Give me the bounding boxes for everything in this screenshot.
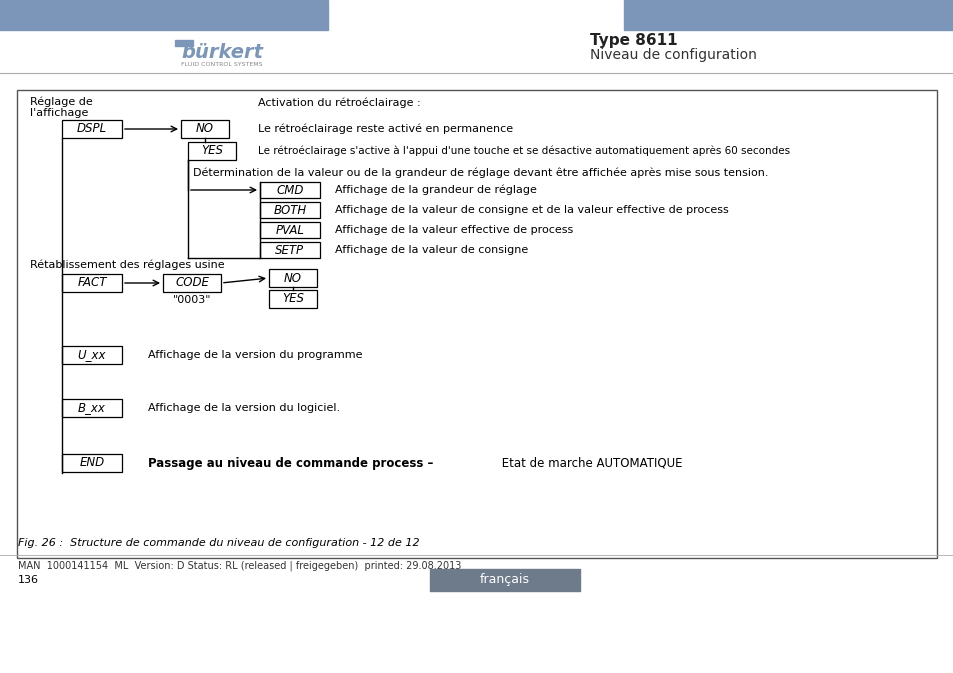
Text: "0003": "0003" [172, 295, 211, 305]
Bar [0, 0, 328, 30]
Bar [17, 90, 936, 558]
Bar [260, 182, 319, 198]
Text: YES: YES [282, 293, 304, 306]
Text: Affichage de la version du logiciel.: Affichage de la version du logiciel. [148, 403, 340, 413]
Bar [260, 202, 319, 218]
Bar [187, 44, 193, 46]
Text: Affichage de la valeur de consigne: Affichage de la valeur de consigne [335, 245, 528, 255]
Text: 136: 136 [18, 575, 39, 585]
Text: bürkert: bürkert [181, 42, 263, 61]
Text: Niveau de configuration: Niveau de configuration [589, 48, 756, 62]
Text: FACT: FACT [77, 277, 107, 289]
Bar [62, 274, 122, 292]
Text: PVAL: PVAL [275, 223, 304, 236]
Bar [260, 222, 319, 238]
Text: MAN  1000141154  ML  Version: D Status: RL (released | freigegeben)  printed: 29: MAN 1000141154 ML Version: D Status: RL … [18, 561, 461, 571]
Bar [430, 569, 579, 591]
Text: Affichage de la valeur de consigne et de la valeur effective de process: Affichage de la valeur de consigne et de… [335, 205, 728, 215]
Bar [174, 44, 185, 46]
Text: NO: NO [284, 271, 302, 285]
Bar [62, 399, 122, 417]
Text: Rétablissement des réglages usine: Rétablissement des réglages usine [30, 260, 224, 271]
Text: NO: NO [195, 122, 213, 135]
Text: français: français [479, 573, 530, 586]
Text: Réglage de: Réglage de [30, 97, 92, 107]
Bar [174, 40, 193, 43]
Text: Passage au niveau de commande process –: Passage au niveau de commande process – [148, 456, 433, 470]
Text: SETP: SETP [275, 244, 304, 256]
Text: Fig. 26 :  Structure de commande du niveau de configuration - 12 de 12: Fig. 26 : Structure de commande du nivea… [18, 538, 419, 548]
Bar [62, 120, 122, 138]
Text: YES: YES [201, 145, 223, 157]
Bar [62, 454, 122, 472]
Text: DSPL: DSPL [77, 122, 107, 135]
Text: Etat de marche AUTOMATIQUE: Etat de marche AUTOMATIQUE [497, 456, 681, 470]
Text: END: END [79, 456, 105, 470]
Bar [269, 290, 316, 308]
Text: Le rétroéclairage reste activé en permanence: Le rétroéclairage reste activé en perman… [257, 124, 513, 134]
Text: Affichage de la version du programme: Affichage de la version du programme [148, 350, 362, 360]
Text: U_xx: U_xx [77, 349, 106, 361]
Text: CODE: CODE [175, 277, 209, 289]
Text: Détermination de la valeur ou de la grandeur de réglage devant être affichée apr: Détermination de la valeur ou de la gran… [193, 168, 768, 178]
Text: CMD: CMD [276, 184, 303, 197]
Text: l'affichage: l'affichage [30, 108, 89, 118]
Bar [62, 346, 122, 364]
Text: Activation du rétroéclairage :: Activation du rétroéclairage : [257, 98, 420, 108]
Text: Affichage de la grandeur de réglage: Affichage de la grandeur de réglage [335, 185, 537, 195]
Text: Type 8611: Type 8611 [589, 34, 677, 48]
Bar [269, 269, 316, 287]
Text: B_xx: B_xx [78, 402, 106, 415]
Bar [163, 274, 221, 292]
Text: Le rétroéclairage s'active à l'appui d'une touche et se désactive automatiquemen: Le rétroéclairage s'active à l'appui d'u… [257, 146, 789, 156]
Text: BOTH: BOTH [274, 203, 306, 217]
Text: Affichage de la valeur effective de process: Affichage de la valeur effective de proc… [335, 225, 573, 235]
Text: FLUID CONTROL SYSTEMS: FLUID CONTROL SYSTEMS [181, 63, 262, 67]
Bar [181, 120, 229, 138]
Bar [188, 142, 235, 160]
Bar [623, 0, 953, 30]
Bar [260, 242, 319, 258]
